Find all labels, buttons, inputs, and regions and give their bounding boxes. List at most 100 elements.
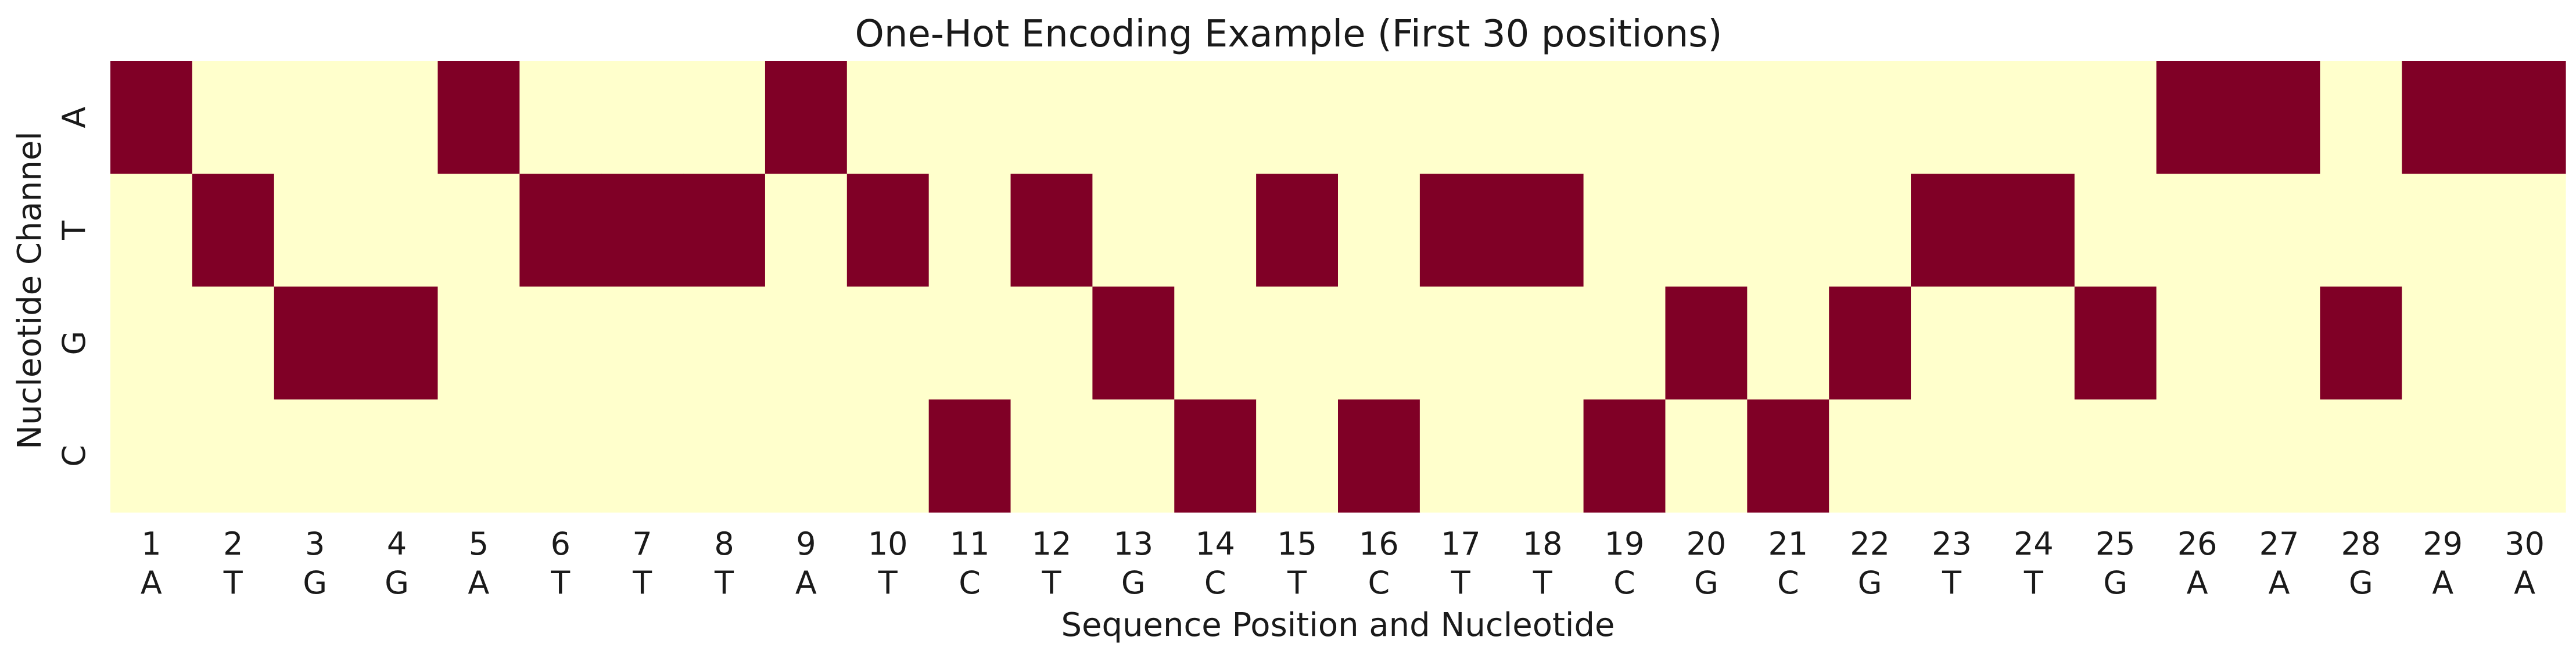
x-tick-position: 4	[387, 526, 407, 562]
heatmap-cell-T-10	[846, 174, 930, 287]
heatmap-cell-T-25	[2074, 174, 2157, 287]
x-tick-nucleotide: T	[1042, 564, 1062, 601]
x-tick-position: 11	[950, 526, 990, 562]
heatmap-cell-G-19	[1583, 286, 1666, 400]
x-tick-nucleotide: A	[141, 564, 162, 601]
x-tick-nucleotide: T	[714, 564, 734, 601]
x-tick-position: 14	[1195, 526, 1235, 562]
heatmap-cell-T-28	[2320, 174, 2402, 287]
heatmap-cell-A-18	[1501, 61, 1584, 174]
heatmap-cell-T-6	[519, 174, 602, 287]
heatmap-cell-G-13	[1092, 286, 1175, 400]
x-tick-position: 13	[1113, 526, 1153, 562]
heatmap-cell-A-27	[2238, 61, 2320, 174]
y-tick-label: G	[56, 331, 92, 355]
heatmap-cell-A-8	[683, 61, 766, 174]
heatmap-cell-C-22	[1829, 399, 1911, 513]
heatmap-cell-G-5	[437, 286, 520, 400]
heatmap-cell-T-18	[1501, 174, 1584, 287]
x-tick-nucleotide: G	[1694, 564, 1718, 601]
heatmap-cell-T-16	[1338, 174, 1420, 287]
heatmap-cell-C-11	[928, 399, 1011, 513]
heatmap-cell-A-20	[1665, 61, 1748, 174]
heatmap-cell-A-25	[2074, 61, 2157, 174]
x-tick-nucleotide: C	[1204, 564, 1226, 601]
heatmap-cell-G-23	[1911, 286, 1993, 400]
x-tick-position: 21	[1768, 526, 1808, 562]
x-tick-nucleotide: G	[2349, 564, 2373, 601]
y-tick-labels: A T G C	[56, 107, 92, 467]
heatmap-cell-G-16	[1338, 286, 1420, 400]
heatmap-cell-T-20	[1665, 174, 1748, 287]
heatmap-cell-C-29	[2402, 399, 2484, 513]
heatmap-cell-A-17	[1419, 61, 1502, 174]
heatmap-cell-C-2	[192, 399, 275, 513]
heatmap-cell-T-23	[1911, 174, 1993, 287]
x-tick-nucleotide: T	[550, 564, 571, 601]
y-tick-label: A	[56, 107, 92, 128]
x-tick-nucleotide: G	[1858, 564, 1882, 601]
heatmap-cell-A-28	[2320, 61, 2402, 174]
x-tick-nucleotide: A	[795, 564, 817, 601]
x-axis-label: Sequence Position and Nucleotide	[1061, 606, 1615, 644]
heatmap-cell-C-13	[1092, 399, 1175, 513]
heatmap-cell-T-19	[1583, 174, 1666, 287]
heatmap-cell-A-4	[356, 61, 439, 174]
x-tick-position: 18	[1523, 526, 1563, 562]
heatmap-cell-G-18	[1501, 286, 1584, 400]
heatmap-cell-T-5	[437, 174, 520, 287]
heatmap-cell-C-5	[437, 399, 520, 513]
heatmap-cell-C-19	[1583, 399, 1666, 513]
x-tick-nucleotide: T	[632, 564, 652, 601]
heatmap-cell-A-10	[846, 61, 930, 174]
x-tick-position: 15	[1277, 526, 1317, 562]
x-tick-nucleotide: A	[2432, 564, 2453, 601]
heatmap-cell-A-14	[1174, 61, 1257, 174]
x-tick-position: 5	[469, 526, 489, 562]
heatmap-cell-G-25	[2074, 286, 2157, 400]
heatmap-cell-T-13	[1092, 174, 1175, 287]
heatmap-cell-T-24	[1992, 174, 2075, 287]
x-tick-position: 8	[714, 526, 734, 562]
heatmap-cell-A-21	[1747, 61, 1829, 174]
x-tick-nucleotide: C	[1368, 564, 1390, 601]
x-tick-nucleotide: T	[223, 564, 243, 601]
heatmap-cell-A-3	[274, 61, 357, 174]
x-tick-position: 17	[1441, 526, 1481, 562]
x-tick-nucleotide: T	[878, 564, 898, 601]
heatmap-cell-G-4	[356, 286, 439, 400]
x-tick-position: 29	[2423, 526, 2463, 562]
heatmap-cell-T-3	[274, 174, 357, 287]
heatmap-cell-G-26	[2156, 286, 2239, 400]
heatmap-cell-G-27	[2238, 286, 2320, 400]
x-tick-nucleotide: T	[1942, 564, 1962, 601]
heatmap-cell-A-7	[601, 61, 684, 174]
x-tick-nucleotide: T	[2024, 564, 2044, 601]
x-tick-position: 28	[2341, 526, 2381, 562]
x-tick-position: 20	[1687, 526, 1727, 562]
heatmap-cell-T-7	[601, 174, 684, 287]
heatmap-cell-G-11	[928, 286, 1011, 400]
heatmap-cell-T-29	[2402, 174, 2484, 287]
heatmap-cell-C-15	[1256, 399, 1339, 513]
heatmap-cell-A-6	[519, 61, 602, 174]
heatmap-cell-G-2	[192, 286, 275, 400]
x-tick-position: 24	[2014, 526, 2054, 562]
heatmap-cell-G-22	[1829, 286, 1911, 400]
x-tick-position: 6	[551, 526, 571, 562]
heatmap-cell-C-1	[110, 399, 193, 513]
heatmap-cell-G-29	[2402, 286, 2484, 400]
heatmap-cell-C-26	[2156, 399, 2239, 513]
heatmap-cell-A-26	[2156, 61, 2239, 174]
x-tick-nucleotide: C	[959, 564, 981, 601]
x-tick-nucleotide: C	[1777, 564, 1799, 601]
heatmap-cell-G-24	[1992, 286, 2075, 400]
heatmap-cell-G-14	[1174, 286, 1257, 400]
heatmap-cell-G-7	[601, 286, 684, 400]
x-tick-position: 2	[223, 526, 243, 562]
heatmap-cell-A-13	[1092, 61, 1175, 174]
x-tick-position: 26	[2177, 526, 2218, 562]
x-tick-nucleotide: G	[303, 564, 327, 601]
y-axis-label: Nucleotide Channel	[11, 131, 49, 450]
y-tick-label: T	[56, 220, 92, 240]
